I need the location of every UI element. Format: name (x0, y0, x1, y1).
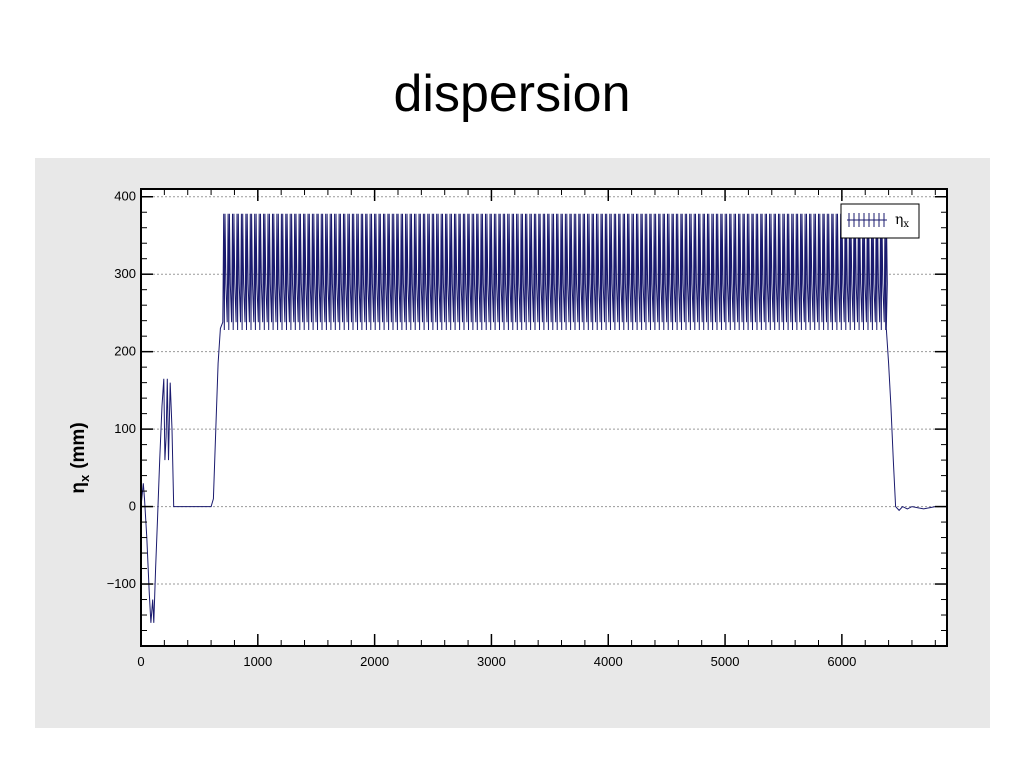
x-tick-label: 5000 (711, 654, 740, 669)
x-tick-label: 4000 (594, 654, 623, 669)
y-tick-label: 0 (129, 499, 136, 514)
x-tick-label: 6000 (827, 654, 856, 669)
x-tick-label: 0 (137, 654, 144, 669)
y-axis-title-sub: x (77, 474, 92, 482)
y-tick-label: 100 (114, 421, 136, 436)
plot-frame (140, 188, 948, 647)
axis-ticks (140, 189, 947, 647)
legend-label-main: η (895, 212, 903, 228)
slide-title: dispersion (393, 65, 631, 123)
y-axis-title-unit: (mm) (68, 422, 89, 468)
legend-label: ηx (895, 212, 909, 230)
legend: ηx (840, 203, 920, 239)
x-tick-label: 2000 (360, 654, 389, 669)
chart-panel: −100 0 100 200 300 400 0 1000 2000 3000 4000 5000 60… (35, 158, 990, 728)
x-tick-label: 3000 (477, 654, 506, 669)
y-tick-label: 400 (114, 189, 136, 204)
y-tick-label: 200 (114, 344, 136, 359)
x-tick-label: 1000 (243, 654, 272, 669)
y-axis-title: ηx (mm) (68, 422, 92, 493)
legend-label-sub: x (903, 219, 909, 230)
y-axis-title-main: η (68, 482, 89, 494)
y-tick-label: 300 (114, 266, 136, 281)
y-tick-label: −100 (107, 576, 136, 591)
series-line-eta-x (140, 213, 947, 623)
legend-swatch (847, 213, 887, 227)
series-layer (140, 213, 947, 623)
